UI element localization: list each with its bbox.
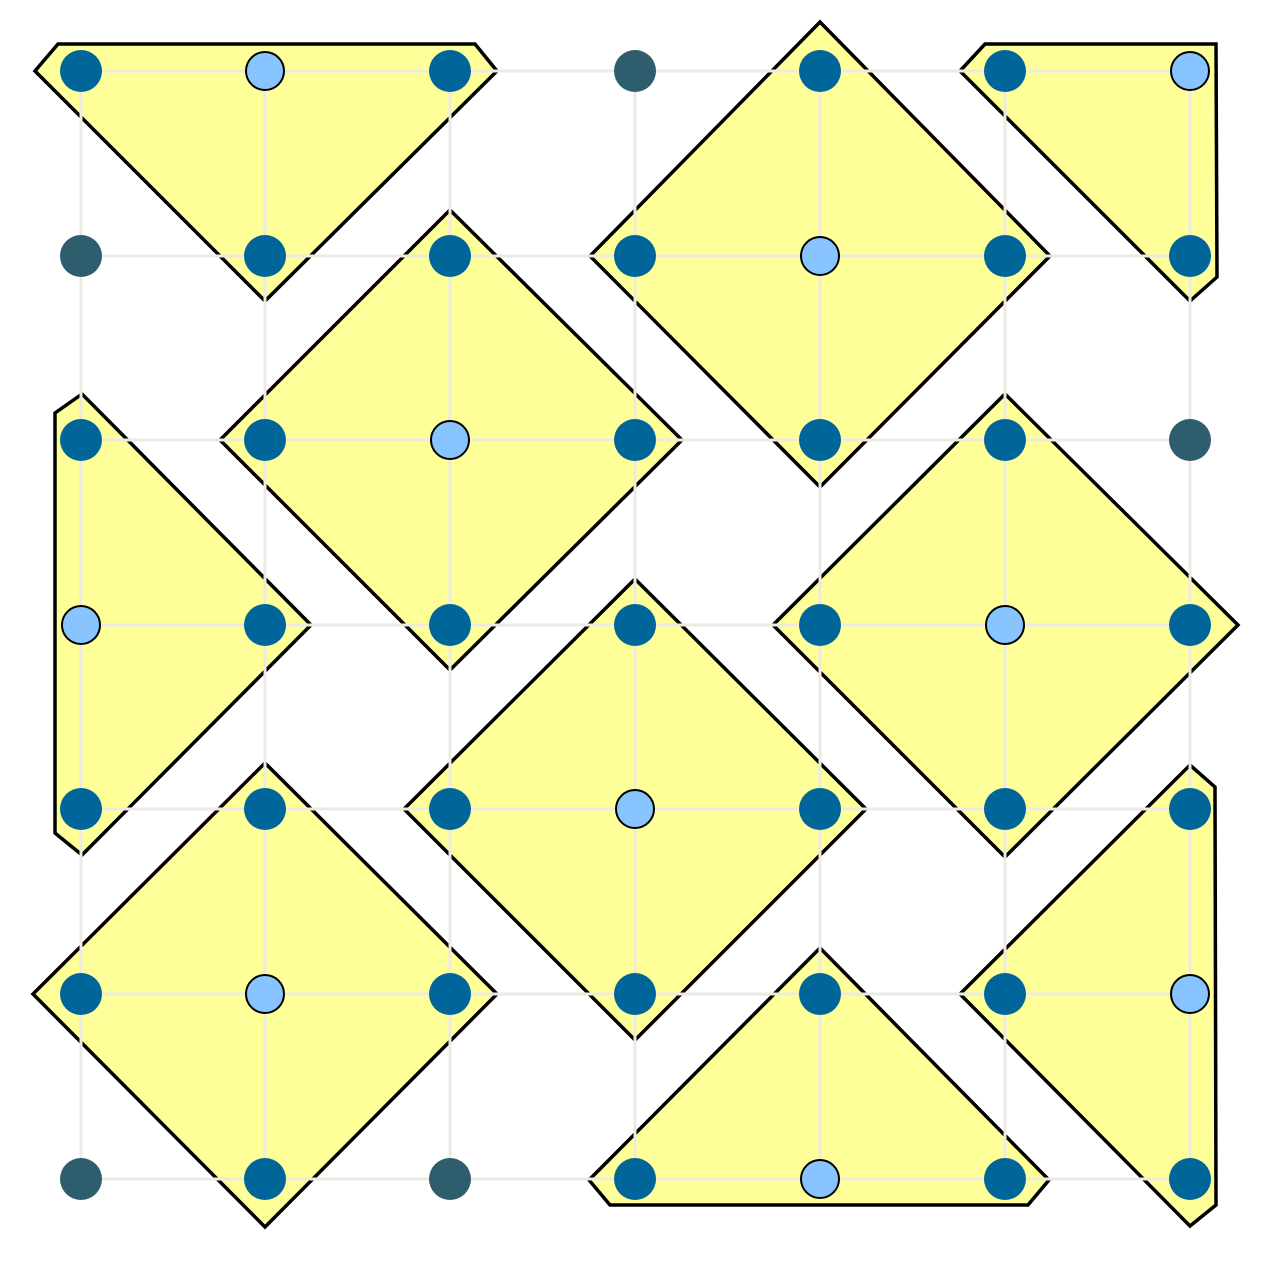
node-filled-r4-c3: [429, 604, 471, 646]
node-layer: [60, 50, 1211, 1200]
node-filled-r3-c5: [799, 419, 841, 461]
node-filled-r7-c7: [1169, 1158, 1211, 1200]
node-filled-r5-c5: [799, 788, 841, 830]
node-center-r4-c1: [61, 605, 101, 645]
node-uncovered-r1-c4: [614, 50, 656, 92]
region-top-right-partial: [957, 42, 1219, 304]
node-center-r2-c5: [800, 236, 840, 276]
node-center-r1-c7: [1170, 51, 1210, 91]
node-filled-r1-c3: [429, 50, 471, 92]
node-filled-r7-c6: [984, 1158, 1026, 1200]
node-filled-r1-c6: [984, 50, 1026, 92]
node-center-r5-c4: [615, 789, 655, 829]
node-filled-r2-c2: [244, 235, 286, 277]
node-filled-r5-c7: [1169, 788, 1211, 830]
node-filled-r4-c2: [244, 604, 286, 646]
node-filled-r2-c4: [614, 235, 656, 277]
node-filled-r4-c4: [614, 604, 656, 646]
node-center-r6-c7: [1170, 974, 1210, 1014]
node-filled-r3-c1: [60, 419, 102, 461]
node-uncovered-r2-c1: [60, 235, 102, 277]
node-filled-r1-c1: [60, 50, 102, 92]
node-filled-r1-c5: [799, 50, 841, 92]
node-filled-r2-c7: [1169, 235, 1211, 277]
node-filled-r6-c1: [60, 973, 102, 1015]
node-center-r7-c5: [800, 1159, 840, 1199]
node-filled-r3-c6: [984, 419, 1026, 461]
node-center-r1-c2: [245, 51, 285, 91]
node-filled-r7-c4: [614, 1158, 656, 1200]
node-uncovered-r3-c7: [1169, 419, 1211, 461]
node-filled-r6-c3: [429, 973, 471, 1015]
node-filled-r5-c2: [244, 788, 286, 830]
node-filled-r7-c2: [244, 1158, 286, 1200]
node-filled-r6-c4: [614, 973, 656, 1015]
node-filled-r6-c5: [799, 973, 841, 1015]
node-center-r3-c3: [430, 420, 470, 460]
node-filled-r2-c6: [984, 235, 1026, 277]
node-filled-r3-c4: [614, 419, 656, 461]
node-filled-r5-c3: [429, 788, 471, 830]
node-uncovered-r7-c1: [60, 1158, 102, 1200]
node-filled-r6-c6: [984, 973, 1026, 1015]
node-filled-r4-c5: [799, 604, 841, 646]
node-filled-r5-c6: [984, 788, 1026, 830]
node-uncovered-r7-c3: [429, 1158, 471, 1200]
node-center-r6-c2: [245, 974, 285, 1014]
node-filled-r5-c1: [60, 788, 102, 830]
node-center-r4-c6: [985, 605, 1025, 645]
node-filled-r4-c7: [1169, 604, 1211, 646]
node-filled-r2-c3: [429, 235, 471, 277]
node-filled-r3-c2: [244, 419, 286, 461]
